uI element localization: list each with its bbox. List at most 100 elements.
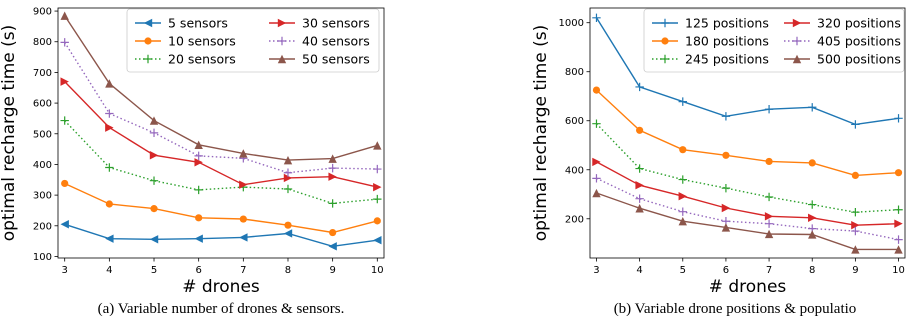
data-point [851,245,860,254]
data-point [239,215,247,223]
data-point [283,155,293,165]
data-point [149,116,159,125]
data-point [678,192,687,201]
data-point [61,179,69,188]
legend-label: 20 sensors [168,52,236,67]
data-point [328,242,337,251]
legend-entry: 245 positions [652,52,769,67]
x-tick-label: 3 [62,265,68,276]
y-tick-label: 900 [33,7,52,18]
data-point [808,103,817,112]
x-tick-label: 9 [852,265,858,276]
plot-frame [57,7,385,259]
x-tick-label: 5 [680,265,686,276]
series-line [64,81,378,188]
legend-marker [277,54,287,64]
data-point [592,86,601,94]
data-point [721,223,731,232]
series-line [64,223,378,248]
data-point [592,188,601,198]
data-point [60,38,69,47]
data-point [721,183,731,193]
data-point [328,172,337,181]
data-point [635,82,644,92]
y-tick-label: 300 [33,191,52,202]
series-180-positions [592,86,903,180]
data-point [894,235,903,244]
x-tick-label: 10 [892,265,905,276]
x-tick-label: 10 [371,265,384,276]
data-point [636,126,644,134]
data-point [635,181,644,190]
data-point [194,158,203,167]
data-point [635,204,644,213]
data-point [808,159,816,167]
series-line [595,123,899,213]
legend-marker [144,37,152,45]
legend-marker [143,54,153,64]
data-point [283,229,293,238]
x-tick-label: 8 [285,265,291,276]
data-point [283,184,293,194]
y-tick-label: 500 [33,129,52,140]
series-405-positions [592,174,903,244]
y-tick-label: 700 [33,68,52,79]
legend-marker [661,37,669,45]
data-point [851,120,860,129]
data-point [678,97,687,106]
data-point [150,205,158,213]
data-point [105,79,114,88]
x-tick-label: 7 [240,265,246,276]
series-500-positions [592,188,903,254]
legend-marker [792,18,802,28]
series-20-sensors [60,116,382,208]
y-axis-label: optimal recharge time (s) [531,25,551,242]
x-tick-label: 4 [106,265,112,276]
legend: 5 sensors 10 sensors 20 sensors 30 sensors 4… [126,8,380,73]
data-point [808,200,817,209]
legend-label: 500 positions [817,52,901,67]
legend-label: 40 sensors [302,34,370,49]
data-point [592,174,601,183]
data-point [60,116,69,125]
legend-label: 245 positions [685,52,769,67]
data-point [239,149,248,158]
data-point [678,217,687,226]
data-point [194,234,203,243]
x-tick-label: 5 [151,265,157,276]
legend-entry: 5 sensors [135,16,228,31]
data-point [851,207,860,217]
data-point [194,151,203,161]
legend-label: 30 sensors [302,16,370,31]
data-point [678,175,687,184]
data-point [765,157,773,166]
x-axis-label: # drones [182,277,260,297]
chart-b: 3 4 5 6 7 8 9 10 200 400 600 800 1000 # drones optimal… [531,7,906,317]
x-tick-label: 4 [636,265,642,276]
legend-entry: 40 sensors [269,34,370,49]
data-point [722,151,730,159]
legend: 125 positions 180 positions 245 positions 3… [643,8,905,73]
legend-marker [277,36,287,46]
series-line [64,42,378,174]
data-point [373,194,382,204]
y-tick-label: 200 [565,214,584,225]
x-tick-label: 8 [809,265,815,276]
y-tick-label: 800 [565,67,584,78]
data-point [808,213,817,223]
data-point [105,109,114,118]
data-point [329,228,337,237]
data-point [764,212,774,221]
legend-label: 180 positions [685,34,769,49]
data-point [283,173,293,183]
data-point [764,229,774,239]
data-point [239,233,248,242]
data-point [105,234,114,243]
legend-label: 50 sensors [302,52,370,67]
series-320-positions [592,157,903,230]
series-line [596,89,899,177]
caption: (a) Variable number of drones & sensors. [98,301,345,317]
series-line [595,17,899,126]
data-point [239,180,248,189]
